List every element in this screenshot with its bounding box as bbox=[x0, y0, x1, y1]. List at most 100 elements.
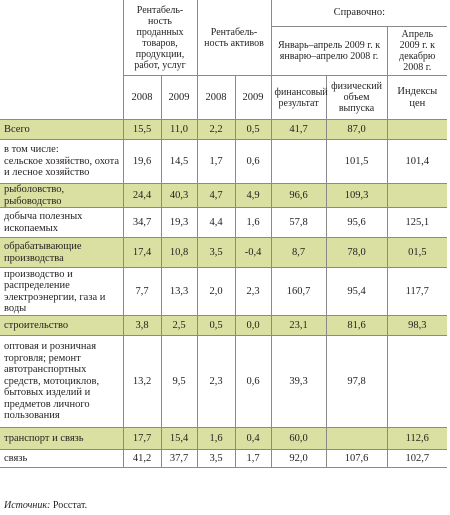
table-cell: 92,0 bbox=[270, 449, 327, 468]
table-cell: 60,0 bbox=[270, 427, 327, 450]
table-cell: 13,2 bbox=[122, 335, 161, 428]
table-cell: 109,3 bbox=[325, 183, 388, 208]
header-jan-apr: Январь–апрель 2009 г. к январю–апрелю 20… bbox=[270, 26, 388, 76]
table-cell: 1,6 bbox=[234, 207, 272, 238]
table-cell: 112,6 bbox=[386, 427, 448, 450]
table-cell: 0,0 bbox=[234, 315, 272, 336]
table-cell: 37,7 bbox=[160, 449, 198, 468]
source-text: Росстат. bbox=[52, 500, 88, 511]
table-cell: 95,4 bbox=[325, 267, 388, 316]
table-cell: 101,5 bbox=[325, 139, 388, 184]
header-year-2009-assets: 2009 bbox=[234, 75, 272, 120]
table-cell: 0,5 bbox=[196, 315, 236, 336]
table-cell: 1,7 bbox=[234, 449, 272, 468]
header-apr-dec: Апрель 2009 г. к декабрю 2008 г. bbox=[386, 26, 448, 76]
table-cell: 97,8 bbox=[325, 335, 388, 428]
row-label: связь bbox=[0, 449, 123, 468]
table-cell: 19,6 bbox=[122, 139, 161, 184]
table-cell: 40,3 bbox=[160, 183, 198, 208]
table-cell: 11,0 bbox=[160, 119, 198, 140]
table-cell: 3,5 bbox=[196, 449, 236, 468]
table-cell: 13,3 bbox=[160, 267, 198, 316]
header-year-2009-products: 2009 bbox=[160, 75, 198, 120]
row-label: производство и распределение электроэнер… bbox=[0, 267, 123, 316]
table-cell: 17,7 bbox=[122, 427, 161, 450]
table-cell: 9,5 bbox=[160, 335, 198, 428]
row-label: строительство bbox=[0, 315, 123, 336]
row-label: рыболовство, рыбоводство bbox=[0, 183, 123, 208]
table-cell: 41,2 bbox=[122, 449, 161, 468]
table-cell: 98,3 bbox=[386, 315, 448, 336]
table-cell: 117,7 bbox=[386, 267, 448, 316]
table-row: связь 41,2 37,7 3,5 1,7 92,0 107,6 102,7 bbox=[0, 449, 448, 468]
row-label: обрабатывающие производства bbox=[0, 237, 123, 268]
profitability-table: Рентабель-ность проданных товаров, проду… bbox=[0, 0, 448, 468]
table-cell bbox=[386, 183, 448, 208]
table-cell bbox=[386, 119, 448, 140]
table-row: транспорт и связь 17,7 15,4 1,6 0,4 60,0 112,… bbox=[0, 427, 448, 450]
table-cell bbox=[325, 427, 388, 450]
table-row: добыча полезных ископаемых 34,7 19,3 4,4 1,… bbox=[0, 207, 448, 238]
header-product-profitability: Рентабель-ность проданных товаров, проду… bbox=[122, 0, 198, 76]
table-cell: 10,8 bbox=[160, 237, 198, 268]
table-cell: 3,8 bbox=[122, 315, 161, 336]
table-cell: 17,4 bbox=[122, 237, 161, 268]
table-cell: 39,3 bbox=[270, 335, 327, 428]
table-cell: 15,5 bbox=[122, 119, 161, 140]
table-cell: 14,5 bbox=[160, 139, 198, 184]
table-row: строительство 3,8 2,5 0,5 0,0 23,1 81,6 98,3 bbox=[0, 315, 448, 336]
table-row: в том числе: сельское хозяйство, охота и… bbox=[0, 139, 448, 184]
table-cell: 24,4 bbox=[122, 183, 161, 208]
table-cell: 101,4 bbox=[386, 139, 448, 184]
table-cell: 2,3 bbox=[196, 335, 236, 428]
source-prefix: Источник: bbox=[4, 500, 51, 511]
table-cell bbox=[386, 335, 448, 428]
row-label: добыча полезных ископаемых bbox=[0, 207, 123, 238]
table-cell: 4,4 bbox=[196, 207, 236, 238]
table-row: рыболовство, рыбоводство 24,4 40,3 4,7 4,9 9… bbox=[0, 183, 448, 208]
table-cell: 2,5 bbox=[160, 315, 198, 336]
table-cell: 4,9 bbox=[234, 183, 272, 208]
source-note: Источник: Росстат. bbox=[4, 500, 87, 511]
table-row: обрабатывающие производства 17,4 10,8 3,5-… bbox=[0, 237, 448, 268]
header-year-2008-products: 2008 bbox=[122, 75, 161, 120]
row-label: транспорт и связь bbox=[0, 427, 123, 450]
table-cell: 81,6 bbox=[325, 315, 388, 336]
table-cell: 160,7 bbox=[270, 267, 327, 316]
table-cell: 0,4 bbox=[234, 427, 272, 450]
table-cell: 7,7 bbox=[122, 267, 161, 316]
table-cell: 95,6 bbox=[325, 207, 388, 238]
table-cell: 57,8 bbox=[270, 207, 327, 238]
table-cell: 0,6 bbox=[234, 139, 272, 184]
table-cell: 19,3 bbox=[160, 207, 198, 238]
table-cell: 3,5 bbox=[196, 237, 236, 268]
header-empty-corner bbox=[0, 0, 123, 120]
header-financial-result: финансовый результат bbox=[270, 75, 328, 120]
header-year-2008-assets: 2008 bbox=[196, 75, 236, 120]
table-cell: 2,2 bbox=[196, 119, 236, 140]
table-cell bbox=[270, 139, 327, 184]
table-cell: 87,0 bbox=[325, 119, 388, 140]
table-row: Всего 15,5 11,0 2,2 0,5 41,7 87,0 bbox=[0, 119, 448, 140]
table-cell: 102,7 bbox=[386, 449, 448, 468]
table-cell: 34,7 bbox=[122, 207, 161, 238]
row-label: Всего bbox=[0, 119, 123, 140]
table-cell: 0,5 bbox=[234, 119, 272, 140]
table-cell: 107,6 bbox=[325, 449, 388, 468]
table-cell: 23,1 bbox=[270, 315, 327, 336]
table-cell: 41,7 bbox=[270, 119, 327, 140]
table-cell: 01,5 bbox=[386, 237, 448, 268]
row-label: оптовая и розничная торговля; ремонт авт… bbox=[0, 335, 123, 428]
table-row: производство и распределение электроэнер… bbox=[0, 267, 448, 316]
table-cell: 15,4 bbox=[160, 427, 198, 450]
table-cell: 4,7 bbox=[196, 183, 236, 208]
row-label: в том числе: сельское хозяйство, охота и… bbox=[0, 139, 123, 184]
header-price-index: Индексы цен bbox=[386, 75, 448, 120]
table-cell: 1,7 bbox=[196, 139, 236, 184]
header-reference: Справочно: bbox=[270, 0, 448, 27]
table-cell: 96,6 bbox=[270, 183, 327, 208]
header-asset-profitability: Рентабель-ность активов bbox=[196, 0, 272, 76]
table-cell: 8,7 bbox=[270, 237, 327, 268]
table-cell: 2,0 bbox=[196, 267, 236, 316]
